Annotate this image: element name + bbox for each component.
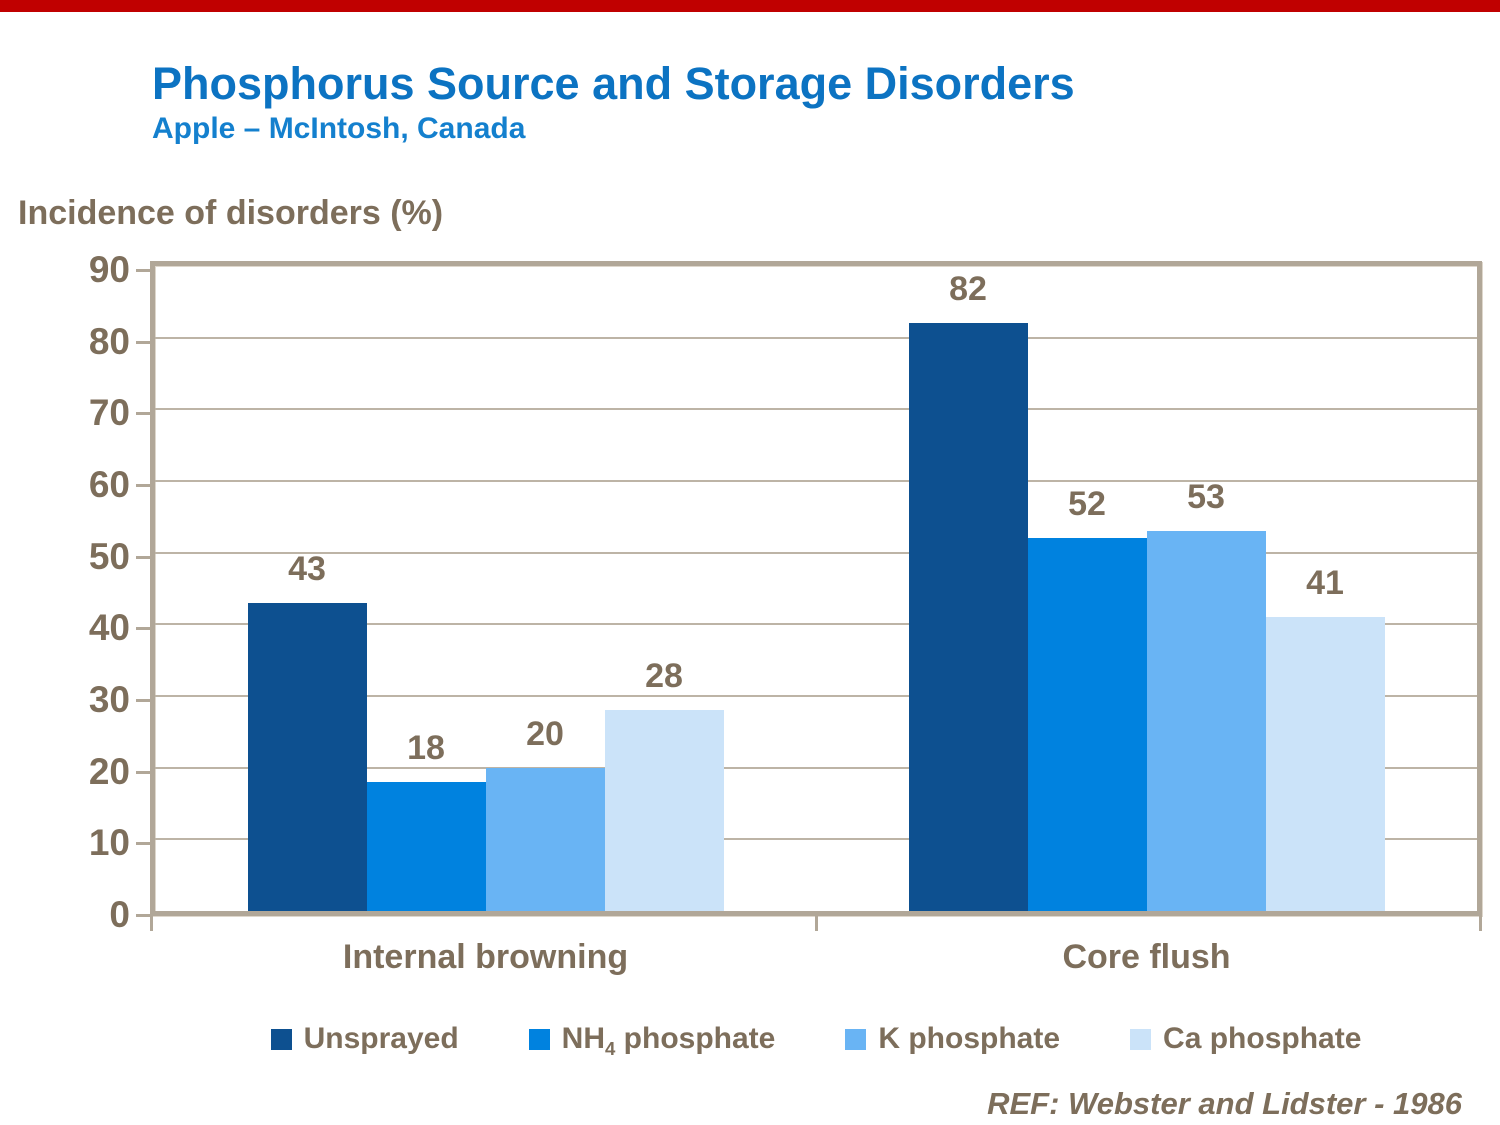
gridline — [155, 623, 1477, 626]
y-tick-mark — [136, 484, 150, 487]
legend-item: K phosphate — [845, 1022, 1060, 1056]
legend-label: Ca phosphate — [1163, 1022, 1362, 1055]
legend-label: Unsprayed — [303, 1022, 459, 1055]
y-tick-label: 40 — [88, 607, 130, 649]
plot-area — [150, 261, 1482, 916]
gridline — [155, 408, 1477, 411]
bar-value-label: 28 — [645, 657, 683, 696]
category-label: Internal browning — [342, 938, 629, 976]
bar-value-label: 43 — [288, 549, 326, 588]
y-tick-label: 90 — [88, 249, 130, 290]
y-tick-label: 60 — [88, 464, 130, 505]
y-axis-title: Incidence of disorders (%) — [18, 194, 444, 232]
bar-value-label: 18 — [407, 729, 445, 767]
legend-item: Ca phosphate — [1130, 1022, 1361, 1056]
y-tick-label: 0 — [109, 894, 130, 935]
gridline — [155, 838, 1477, 841]
legend-item: Unsprayed — [270, 1022, 459, 1056]
y-tick-label: 10 — [88, 822, 130, 864]
bar-nh4-phosphate — [366, 782, 486, 911]
bar-value-label: 82 — [949, 270, 987, 309]
bar-value-label: 53 — [1187, 478, 1225, 517]
legend-label: NH4 phosphate — [561, 1022, 776, 1059]
legend-swatch-icon — [845, 1028, 867, 1050]
y-tick-mark — [136, 770, 150, 774]
page-subtitle: Apple – McIntosh, Canada — [152, 112, 526, 145]
x-tick-mark — [1479, 916, 1482, 931]
bar-value-label: 20 — [526, 714, 564, 753]
gridline — [155, 336, 1477, 339]
x-tick-mark — [150, 916, 153, 931]
y-tick-mark — [136, 842, 150, 846]
bar-value-label: 41 — [1306, 564, 1344, 603]
bar-unsprayed — [908, 323, 1028, 911]
legend: Unsprayed NH4 phosphate K phosphate Ca phos… — [150, 1022, 1482, 1059]
y-tick-label: 30 — [88, 679, 130, 720]
y-tick-mark — [136, 412, 150, 416]
legend-label: K phosphate — [878, 1022, 1061, 1055]
reference-note: REF: Webster and Lidster - 1986 — [987, 1086, 1462, 1121]
gridline — [155, 695, 1477, 697]
legend-swatch-icon — [270, 1028, 292, 1050]
y-tick-mark — [136, 555, 150, 559]
bar-ca-phosphate — [604, 710, 724, 911]
y-tick-mark — [136, 340, 150, 344]
bar-ca-phosphate — [1265, 617, 1385, 911]
bar-nh4-phosphate — [1027, 538, 1147, 911]
y-tick-label: 80 — [88, 320, 130, 362]
legend-swatch-icon — [1130, 1028, 1152, 1050]
category-label: Core flush — [1062, 938, 1231, 976]
y-tick-mark — [136, 627, 150, 631]
bar-unsprayed — [247, 602, 367, 911]
y-tick-label: 70 — [88, 392, 130, 434]
bar-k-phosphate — [1146, 531, 1266, 911]
legend-swatch-icon — [528, 1028, 550, 1050]
legend-item: NH4 phosphate — [528, 1022, 776, 1059]
gridline — [155, 766, 1477, 769]
y-tick-label: 20 — [88, 750, 130, 792]
gridline — [155, 480, 1477, 482]
y-tick-label: 50 — [88, 535, 130, 577]
top-accent-bar — [0, 0, 1500, 12]
bar-k-phosphate — [485, 767, 605, 911]
x-tick-mark — [814, 916, 818, 931]
bar-value-label: 52 — [1068, 485, 1106, 524]
y-tick-mark — [136, 269, 150, 272]
page-title: Phosphorus Source and Storage Disorders — [152, 58, 1075, 109]
gridline — [155, 551, 1477, 554]
y-tick-mark — [136, 914, 150, 917]
y-tick-mark — [136, 699, 150, 702]
